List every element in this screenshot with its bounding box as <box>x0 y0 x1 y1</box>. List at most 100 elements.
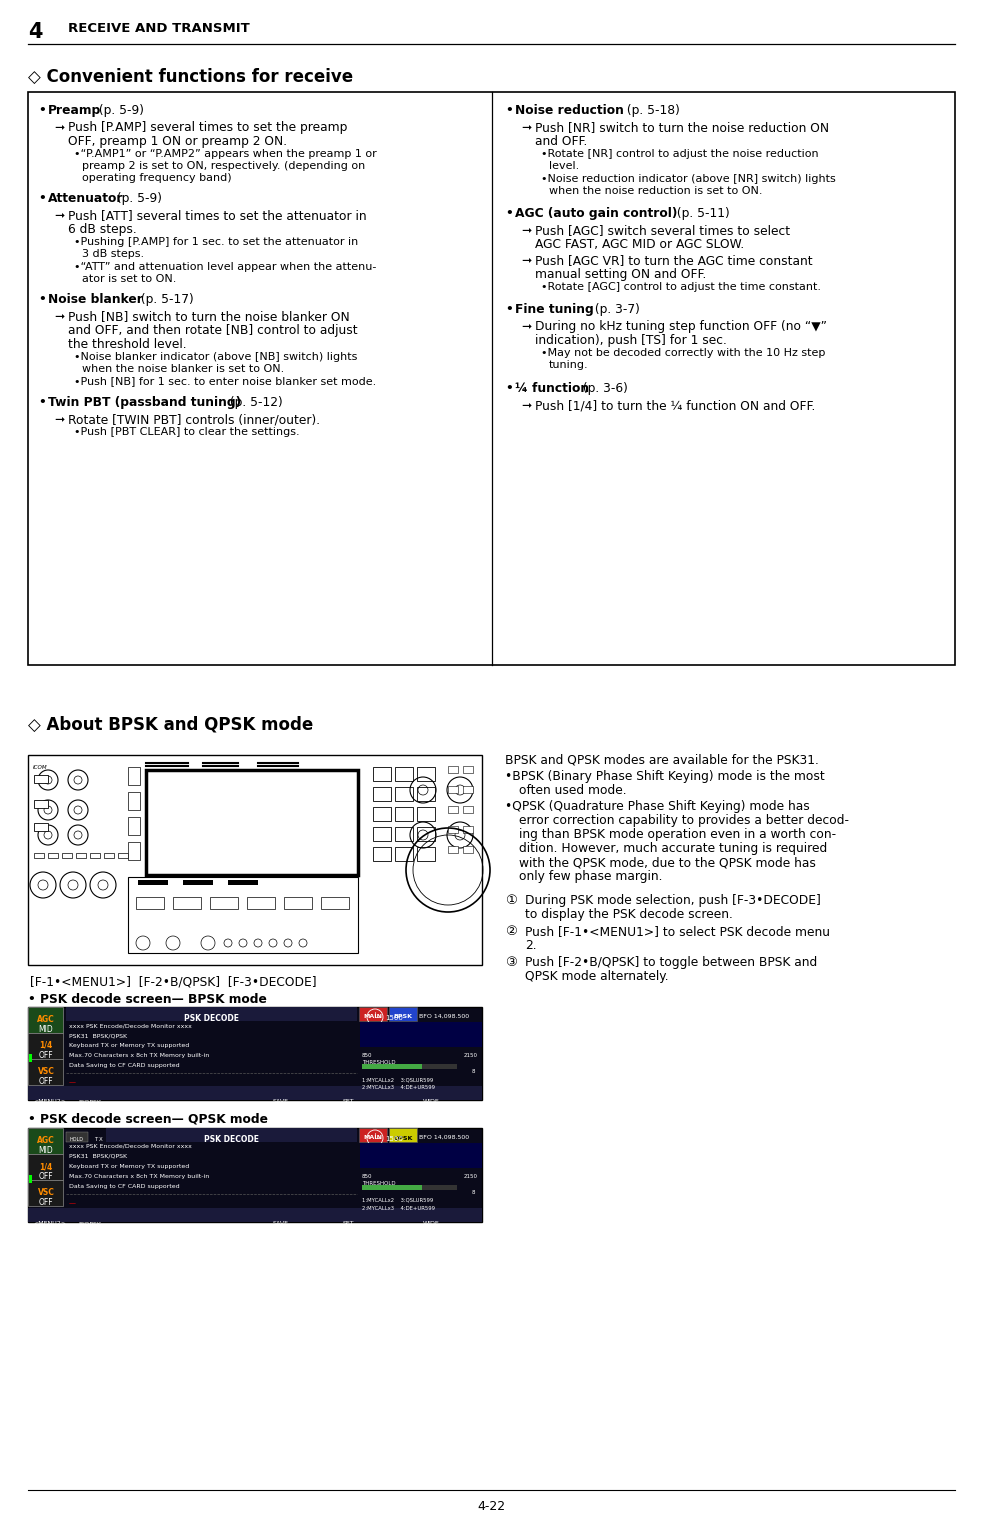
Text: ing than BPSK mode operation even in a worth con-: ing than BPSK mode operation even in a w… <box>519 828 837 840</box>
Bar <box>34 775 48 783</box>
Text: Twin PBT (passband tuning): Twin PBT (passband tuning) <box>48 396 241 410</box>
Text: indication), push [TS] for 1 sec.: indication), push [TS] for 1 sec. <box>535 334 726 347</box>
Bar <box>417 807 435 821</box>
Text: and OFF.: and OFF. <box>535 135 588 149</box>
Bar <box>373 827 391 840</box>
Bar <box>28 1007 482 1100</box>
Text: Push [NR] switch to turn the noise reduction ON: Push [NR] switch to turn the noise reduc… <box>535 121 829 133</box>
Text: xxxx PSK Encode/Decode Monitor xxxx: xxxx PSK Encode/Decode Monitor xxxx <box>69 1022 192 1029</box>
Text: 2150: 2150 <box>464 1053 478 1057</box>
Text: Preamp: Preamp <box>48 105 101 117</box>
Text: •: • <box>38 396 46 410</box>
Text: (p. 5-11): (p. 5-11) <box>673 206 729 220</box>
Bar <box>362 1063 422 1069</box>
Bar <box>66 1007 357 1021</box>
Text: 2:MYCALLx3    4:DE+UR599: 2:MYCALLx3 4:DE+UR599 <box>362 1085 435 1091</box>
Text: when the noise blanker is set to ON.: when the noise blanker is set to ON. <box>82 364 284 375</box>
Text: ➞: ➞ <box>54 209 64 221</box>
Text: (p. 5-17): (p. 5-17) <box>137 293 194 306</box>
Text: operating frequency band): operating frequency band) <box>82 173 232 184</box>
Bar <box>417 827 435 840</box>
Text: often used mode.: often used mode. <box>519 784 626 796</box>
Text: 1500: 1500 <box>385 1015 403 1021</box>
Text: ③: ③ <box>505 956 517 969</box>
Bar <box>395 846 413 862</box>
Text: and OFF, and then rotate [NB] control to adjust: and OFF, and then rotate [NB] control to… <box>68 325 358 337</box>
Bar <box>463 846 473 853</box>
Text: •: • <box>505 382 513 394</box>
Bar <box>34 824 48 831</box>
Text: Fine tuning: Fine tuning <box>515 303 594 316</box>
Text: VSC: VSC <box>37 1188 54 1197</box>
Text: 1500: 1500 <box>385 1136 403 1142</box>
Text: •Push [PBT CLEAR] to clear the settings.: •Push [PBT CLEAR] to clear the settings. <box>74 426 300 437</box>
Text: 2:MYCALLx3    4:DE+UR599: 2:MYCALLx3 4:DE+UR599 <box>362 1206 435 1211</box>
Bar <box>28 1154 63 1180</box>
Text: BFO 14,098.500: BFO 14,098.500 <box>419 1135 469 1139</box>
Text: Push [F-2•B/QPSK] to toggle between BPSK and: Push [F-2•B/QPSK] to toggle between BPSK… <box>525 956 817 969</box>
Text: 8: 8 <box>472 1189 476 1195</box>
Text: •: • <box>505 206 513 220</box>
Bar <box>128 877 358 953</box>
Text: dition. However, much accurate tuning is required: dition. However, much accurate tuning is… <box>519 842 828 856</box>
Bar <box>417 846 435 862</box>
Text: During PSK mode selection, push [F-3•DECODE]: During PSK mode selection, push [F-3•DEC… <box>525 894 821 907</box>
Text: 1/4: 1/4 <box>39 1162 53 1171</box>
Bar <box>359 1129 387 1142</box>
Bar <box>90 853 100 859</box>
Text: 2.: 2. <box>525 939 537 953</box>
Bar <box>128 818 140 834</box>
Bar <box>128 768 140 784</box>
Text: AGC (auto gain control): AGC (auto gain control) <box>515 206 677 220</box>
Text: Rotate [TWIN PBT] controls (inner/outer).: Rotate [TWIN PBT] controls (inner/outer)… <box>68 413 320 426</box>
Text: (p. 5-9): (p. 5-9) <box>113 193 162 205</box>
Bar <box>448 766 458 774</box>
Text: •Noise blanker indicator (above [NB] switch) lights: •Noise blanker indicator (above [NB] swi… <box>74 352 358 363</box>
Bar <box>183 880 213 884</box>
Text: AGC FAST, AGC MID or AGC SLOW.: AGC FAST, AGC MID or AGC SLOW. <box>535 238 744 250</box>
Bar <box>146 771 358 875</box>
Text: OFF: OFF <box>38 1077 53 1086</box>
Text: Data Saving to CF CARD supported: Data Saving to CF CARD supported <box>69 1183 180 1189</box>
Bar <box>28 755 482 965</box>
Text: • PSK decode screen— QPSK mode: • PSK decode screen— QPSK mode <box>28 1113 268 1126</box>
Bar <box>48 853 58 859</box>
Bar <box>362 1185 422 1189</box>
Text: ¼ function: ¼ function <box>515 382 589 394</box>
Text: T X: T X <box>94 1138 103 1142</box>
Text: •: • <box>38 105 46 117</box>
Text: •: • <box>38 193 46 205</box>
Text: only few phase margin.: only few phase margin. <box>519 871 663 883</box>
Text: preamp 2 is set to ON, respectively. (depending on: preamp 2 is set to ON, respectively. (de… <box>82 161 366 171</box>
Bar <box>422 1185 457 1189</box>
Text: Noise blanker: Noise blanker <box>48 293 143 306</box>
Text: 4: 4 <box>28 23 42 42</box>
Text: (p. 5-12): (p. 5-12) <box>226 396 283 410</box>
Bar <box>463 766 473 774</box>
Text: Keyboard TX or Memory TX supported: Keyboard TX or Memory TX supported <box>69 1044 190 1048</box>
Text: •Pushing [P.AMP] for 1 sec. to set the attenuator in: •Pushing [P.AMP] for 1 sec. to set the a… <box>74 237 358 247</box>
Text: THRESHOLD: THRESHOLD <box>362 1060 395 1065</box>
Bar <box>62 853 72 859</box>
Text: Push [1/4] to turn the ¼ function ON and OFF.: Push [1/4] to turn the ¼ function ON and… <box>535 399 815 413</box>
Text: 850: 850 <box>362 1174 373 1179</box>
Text: •“ATT” and attenuation level appear when the attenu-: •“ATT” and attenuation level appear when… <box>74 262 376 272</box>
Text: SET: SET <box>343 1098 355 1104</box>
Text: ator is set to ON.: ator is set to ON. <box>82 275 176 284</box>
Text: •: • <box>38 293 46 306</box>
Bar <box>28 1007 63 1033</box>
Bar <box>373 768 391 781</box>
Text: •Noise reduction indicator (above [NR] switch) lights: •Noise reduction indicator (above [NR] s… <box>541 174 836 184</box>
Bar <box>463 806 473 813</box>
Text: WIDE: WIDE <box>423 1221 439 1226</box>
Text: VSC: VSC <box>37 1066 54 1076</box>
Bar <box>76 853 86 859</box>
Text: Max.70 Characters x 8ch TX Memory built-in: Max.70 Characters x 8ch TX Memory built-… <box>69 1174 209 1179</box>
Text: Data Saving to CF CARD supported: Data Saving to CF CARD supported <box>69 1063 180 1068</box>
Text: <MENU2>: <MENU2> <box>33 1221 66 1226</box>
Bar <box>373 846 391 862</box>
Text: •Rotate [AGC] control to adjust the time constant.: •Rotate [AGC] control to adjust the time… <box>541 282 821 291</box>
Text: level.: level. <box>549 161 579 171</box>
Text: the threshold level.: the threshold level. <box>68 338 187 350</box>
Text: OFF: OFF <box>38 1051 53 1060</box>
